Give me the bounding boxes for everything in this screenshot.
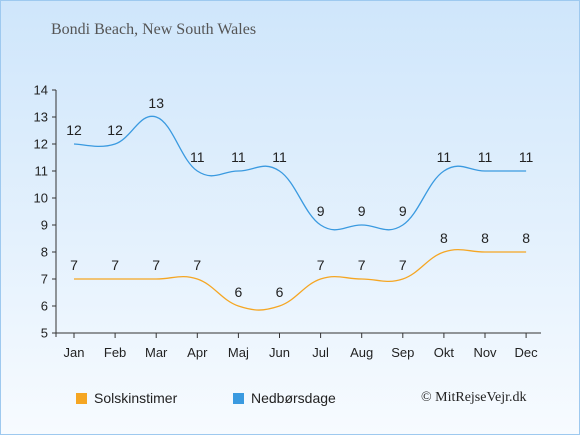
data-label-solskinstimer: 8 bbox=[522, 230, 530, 246]
data-label-nedborsdage: 11 bbox=[272, 149, 287, 165]
x-tick-label: Nov bbox=[473, 345, 497, 360]
data-label-solskinstimer: 7 bbox=[358, 257, 366, 273]
x-tick-label: Sep bbox=[391, 345, 414, 360]
data-labels: 7 7 7 7 6 6 7 7 7 8 8 8 12 12 13 11 11 11 9 9 9 11 11 11 bbox=[66, 95, 533, 300]
y-tick-label: 9 bbox=[41, 218, 48, 233]
data-label-nedborsdage: 9 bbox=[399, 203, 407, 219]
y-tick-label: 7 bbox=[41, 272, 48, 287]
legend-swatch-solskinstimer bbox=[76, 392, 87, 404]
y-tick-label: 13 bbox=[34, 110, 48, 125]
legend-label-nedborsdage: Nedbørsdage bbox=[251, 390, 336, 406]
data-label-solskinstimer: 8 bbox=[481, 230, 489, 246]
y-tick-label: 5 bbox=[41, 326, 48, 341]
series-line-nedborsdage bbox=[73, 115, 527, 231]
x-tick-label: Okt bbox=[434, 345, 455, 360]
y-tick-label: 11 bbox=[35, 164, 49, 179]
data-label-nedborsdage: 9 bbox=[358, 203, 366, 219]
data-label-nedborsdage: 11 bbox=[519, 149, 534, 165]
data-label-solskinstimer: 7 bbox=[193, 257, 201, 273]
series-line-solskinstimer bbox=[74, 248, 527, 311]
y-tick-label: 14 bbox=[34, 83, 48, 98]
data-label-nedborsdage: 12 bbox=[107, 122, 123, 138]
data-label-nedborsdage: 11 bbox=[190, 149, 205, 165]
data-label-solskinstimer: 7 bbox=[70, 257, 78, 273]
y-tick-label: 12 bbox=[34, 137, 48, 152]
x-tick-label: Dec bbox=[515, 345, 539, 360]
legend-swatch-nedborsdage bbox=[233, 392, 244, 404]
data-label-nedborsdage: 13 bbox=[148, 95, 164, 111]
x-tick-label: Jul bbox=[312, 345, 329, 360]
data-label-nedborsdage: 11 bbox=[437, 149, 452, 165]
legend-label-solskinstimer: Solskinstimer bbox=[94, 390, 178, 406]
data-label-nedborsdage: 11 bbox=[478, 149, 493, 165]
data-label-solskinstimer: 7 bbox=[111, 257, 119, 273]
x-tick-label: Jan bbox=[64, 345, 85, 360]
data-label-solskinstimer: 7 bbox=[152, 257, 160, 273]
data-label-solskinstimer: 6 bbox=[276, 284, 284, 300]
legend-item-solskinstimer: Solskinstimer bbox=[76, 390, 177, 406]
data-label-nedborsdage: 9 bbox=[317, 203, 325, 219]
chart-title: Bondi Beach, New South Wales bbox=[51, 21, 257, 38]
x-tick-label: Jun bbox=[269, 345, 290, 360]
y-tick-label: 8 bbox=[41, 245, 48, 260]
legend-item-nedborsdage: Nedbørsdage bbox=[233, 390, 336, 406]
x-tick-label: Feb bbox=[104, 345, 126, 360]
data-label-solskinstimer: 7 bbox=[399, 257, 407, 273]
data-label-solskinstimer: 6 bbox=[235, 284, 243, 300]
credit-text: © MitRejseVejr.dk bbox=[421, 390, 527, 405]
series-lines bbox=[73, 115, 527, 311]
x-tick-label: Apr bbox=[187, 345, 208, 360]
data-label-nedborsdage: 12 bbox=[66, 122, 82, 138]
data-label-nedborsdage: 11 bbox=[231, 149, 246, 165]
x-tick-label: Maj bbox=[228, 345, 249, 360]
data-label-solskinstimer: 8 bbox=[440, 230, 448, 246]
x-tick-label: Aug bbox=[350, 345, 373, 360]
y-tick-label: 6 bbox=[41, 299, 48, 314]
y-tick-label: 10 bbox=[34, 191, 48, 206]
x-tick-label: Mar bbox=[145, 345, 168, 360]
axes: 5 6 7 8 9 10 11 12 13 14 Jan Feb Mar Apr Maj Jun Jul Aug S… bbox=[34, 83, 541, 360]
data-label-solskinstimer: 7 bbox=[317, 257, 325, 273]
